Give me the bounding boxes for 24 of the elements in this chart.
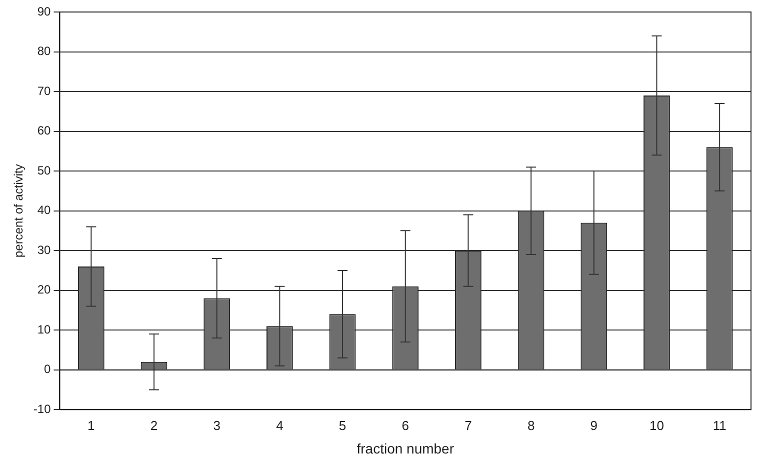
y-tick-label: 30 <box>37 242 52 257</box>
y-axis-title: percent of activity <box>12 164 26 258</box>
y-tick-label: 40 <box>37 203 52 218</box>
y-tick-label: 80 <box>37 44 52 58</box>
y-tick-label: 20 <box>37 282 52 297</box>
x-tick-label: 6 <box>402 418 409 433</box>
x-tick-label: 3 <box>213 418 220 433</box>
x-tick-label: 1 <box>88 418 95 433</box>
x-tick-label: 4 <box>276 418 284 433</box>
x-tick-label: 2 <box>150 418 158 433</box>
y-tick-label: -10 <box>33 402 52 416</box>
x-tick-label: 9 <box>590 418 598 433</box>
y-tick-label: 0 <box>44 362 52 376</box>
x-tick-label: 8 <box>527 418 535 433</box>
y-tick-label: 10 <box>37 322 52 336</box>
y-tick-label: 90 <box>37 4 52 18</box>
y-tick-label: 70 <box>37 84 52 98</box>
x-tick-label: 11 <box>712 418 726 433</box>
x-axis-title: fraction number <box>356 440 454 456</box>
y-tick-label: 50 <box>37 163 52 178</box>
y-tick-label: 60 <box>37 124 52 138</box>
x-tick-label: 5 <box>338 418 346 433</box>
x-tick-label: 10 <box>650 418 664 433</box>
x-tick-label: 7 <box>464 418 472 433</box>
